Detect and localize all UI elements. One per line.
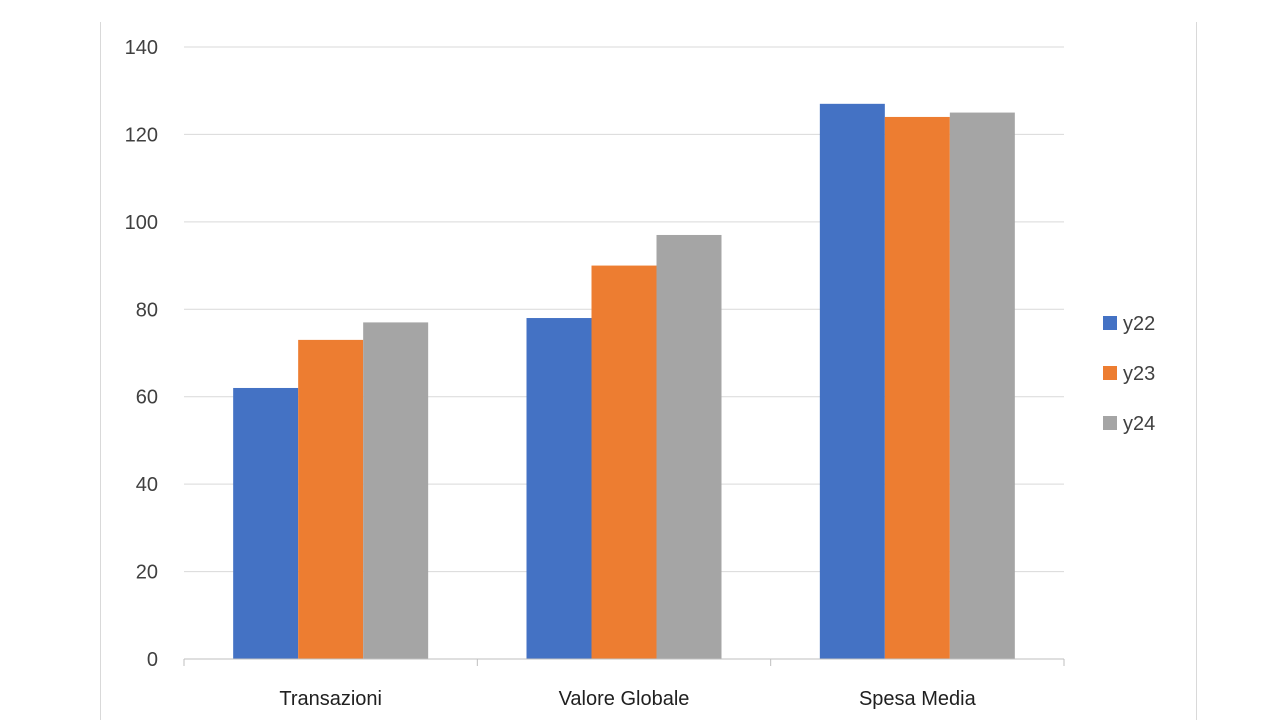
legend-swatch-y22 <box>1103 316 1117 330</box>
x-tick-label: Transazioni <box>279 688 382 710</box>
y-tick-label: 100 <box>125 212 158 234</box>
y-tick-label: 0 <box>147 649 158 671</box>
bar-y22-transazioni <box>233 387 299 659</box>
bars <box>233 103 1015 660</box>
bar-y22-spesa-media <box>819 103 885 660</box>
x-tick-label: Spesa Media <box>859 688 977 710</box>
legend-label-y23: y23 <box>1123 363 1155 385</box>
y-tick-label: 120 <box>125 124 158 146</box>
legend-label-y22: y22 <box>1123 313 1155 335</box>
y-tick-label: 140 <box>125 37 158 59</box>
y-tick-label: 80 <box>136 299 158 321</box>
x-axis-ticks: Transazioni Valore Globale Spesa Media <box>279 688 976 710</box>
legend-swatch-y24 <box>1103 416 1117 430</box>
legend-swatch-y23 <box>1103 366 1117 380</box>
y-tick-label: 60 <box>136 387 158 409</box>
x-tick-label: Valore Globale <box>559 688 690 710</box>
x-axis <box>183 658 1065 666</box>
y-tick-label: 20 <box>136 562 158 584</box>
chart-frame-right-border <box>1196 22 1197 720</box>
bar-y23-valore-globale <box>591 265 657 659</box>
legend-label-y24: y24 <box>1123 413 1155 435</box>
y-tick-label: 40 <box>136 474 158 496</box>
chart-frame-left-border <box>100 22 101 720</box>
bar-y23-spesa-media <box>884 116 950 659</box>
bar-y24-spesa-media <box>949 112 1015 660</box>
legend: y22 y23 y24 <box>1103 313 1155 435</box>
bar-y24-valore-globale <box>656 234 722 659</box>
bar-y24-transazioni <box>363 322 429 659</box>
bar-y22-valore-globale <box>526 318 592 659</box>
y-axis-ticks: 0 20 40 60 80 100 120 140 <box>125 37 158 671</box>
bar-y23-transazioni <box>298 339 364 659</box>
